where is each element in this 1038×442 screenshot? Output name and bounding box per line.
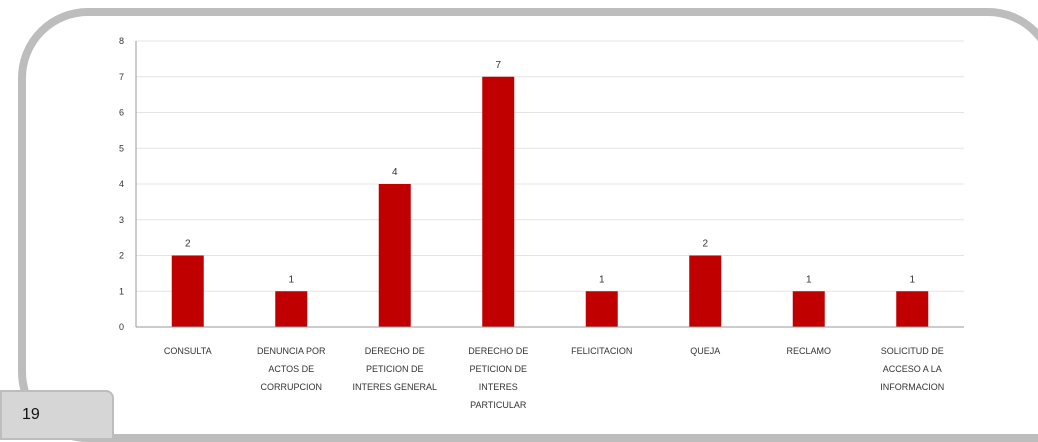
bar [585,291,618,327]
category-label-line: INFORMACION [880,382,944,392]
category-label: DERECHO DE PETICION DE INTERES PARTICULAR [468,346,528,410]
category-label-line: PETICION DE [366,364,424,374]
bar [689,255,722,327]
bar [378,184,411,327]
data-label: 2 [702,239,708,250]
category-labels: CONSULTA DENUNCIA POR ACTOS DE CORRUPCIONDE… [164,346,944,410]
data-label: 7 [495,60,501,71]
data-label: 1 [909,274,915,285]
y-tick-label: 7 [119,72,124,82]
category-label: DERECHO DE PETICION DE INTERES GENERAL [352,346,437,392]
y-tick-label: 1 [119,286,124,296]
category-label-line: DERECHO DE [468,346,528,356]
category-label-line: FELICITACION [571,346,632,356]
bar [482,76,515,327]
category-label-line: DENUNCIA POR [257,346,326,356]
category-label: CONSULTA [164,346,212,356]
bar [792,291,825,327]
y-tick-label: 8 [119,36,124,46]
page-number: 19 [22,406,40,423]
y-tick-label: 4 [119,179,124,189]
category-label-line: CORRUPCION [260,382,322,392]
category-label-line: SOLICITUD DE [881,346,944,356]
category-label: DENUNCIA POR ACTOS DE CORRUPCION [257,346,326,392]
category-label-line: ACCESO A LA [883,364,942,374]
data-label: 2 [185,239,191,250]
y-axis-ticks: 0 1 2 3 4 5 6 7 8 [119,36,124,332]
slide-frame [18,8,1038,442]
data-label: 4 [392,167,398,178]
bar-chart: 0 1 2 3 4 5 6 7 8 2 1 4 7 1 2 1 1 CONSULTA DENUNCIA POR A… [119,36,964,410]
category-label-line: PARTICULAR [470,400,527,410]
category-label: RECLAMO [786,346,831,356]
y-tick-label: 0 [119,322,124,332]
bar [896,291,929,327]
category-label: SOLICITUD DE ACCESO A LA INFORMACION [880,346,944,392]
data-label: 1 [288,274,294,285]
category-label-line: PETICION DE [469,364,527,374]
data-labels: 2 1 4 7 1 2 1 1 [185,60,916,286]
category-label-line: QUEJA [690,346,720,356]
y-tick-label: 5 [119,143,124,153]
category-label: QUEJA [690,346,720,356]
category-label-line: ACTOS DE [268,364,314,374]
category-label-line: RECLAMO [786,346,831,356]
category-label-line: CONSULTA [164,346,212,356]
category-label-line: DERECHO DE [365,346,425,356]
category-label-line: INTERES [479,382,518,392]
data-label: 1 [599,274,605,285]
bar [171,255,204,327]
category-label: FELICITACION [571,346,632,356]
y-tick-label: 6 [119,108,124,118]
bar [275,291,308,327]
y-tick-label: 3 [119,215,124,225]
category-label-line: INTERES GENERAL [352,382,437,392]
y-tick-label: 2 [119,251,124,261]
bars [171,76,929,327]
data-label: 1 [806,274,812,285]
gridlines [136,40,964,292]
